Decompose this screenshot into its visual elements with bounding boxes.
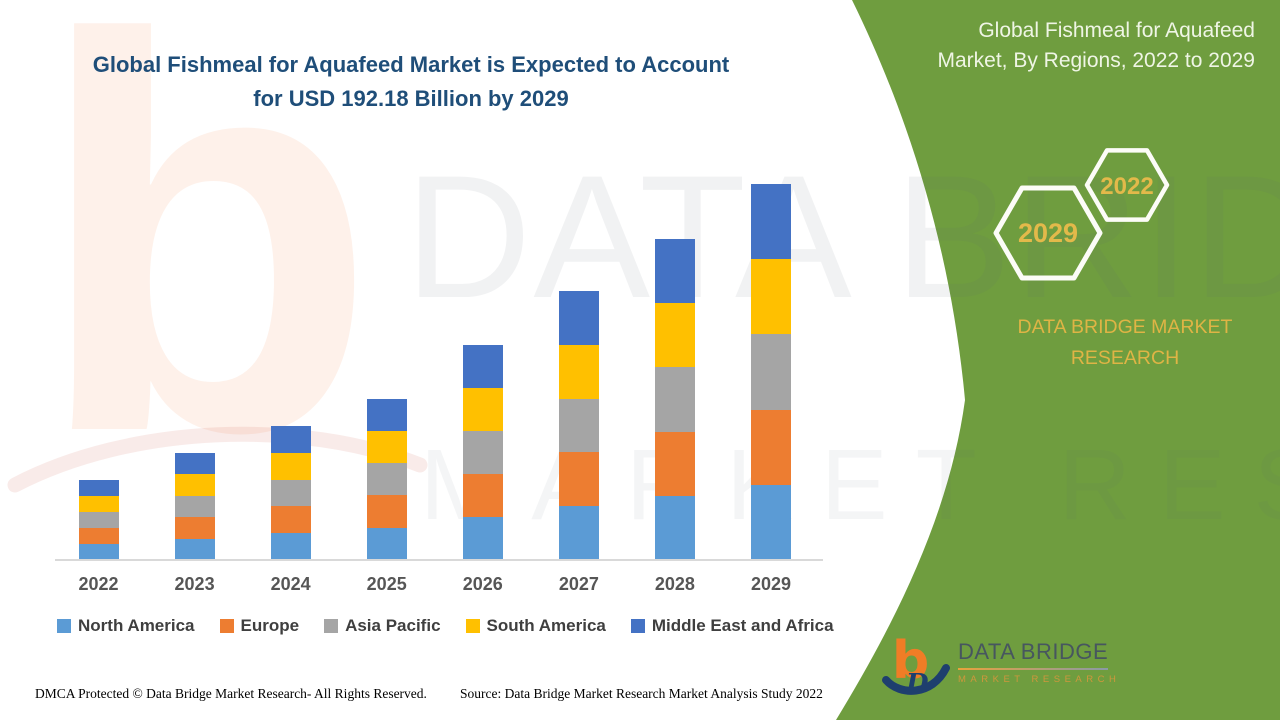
x-axis-label-2025: 2025 [366, 574, 407, 594]
x-axis-label-2024: 2024 [270, 574, 311, 594]
bar-segment-2029-south-america [750, 259, 791, 335]
legend-item-europe: Europe [219, 616, 300, 636]
bar-segment-2024-south-america [270, 452, 311, 480]
bar-segment-2026-south-america [462, 388, 503, 431]
bar-segment-2029-middle-east-and-africa [750, 184, 791, 260]
bar-2025 [366, 398, 407, 560]
bar-segment-2022-south-america [78, 496, 119, 512]
bar-segment-2029-europe [750, 409, 791, 485]
bar-segment-2024-europe [270, 506, 311, 534]
legend: North America Europe Asia Pacific South Ame… [57, 616, 834, 636]
bar-2027 [558, 291, 599, 560]
legend-label-south-america: South America [486, 616, 606, 635]
svg-text:b: b [892, 631, 929, 691]
legend-label-europe: Europe [240, 616, 300, 635]
legend-label-north-america: North America [78, 616, 195, 635]
x-axis-label-2028: 2028 [654, 574, 695, 594]
dbmr-logo-text: DATA BRIDGE MARKET RESEARCH [958, 639, 1120, 685]
bar-segment-2023-south-america [174, 474, 215, 496]
legend-swatch-europe [219, 619, 234, 633]
bar-segment-2022-europe [78, 528, 119, 544]
x-axis-label-2023: 2023 [174, 574, 215, 594]
bar-segment-2026-north-america [462, 517, 503, 560]
bar-segment-2023-asia-pacific [174, 495, 215, 517]
bar-2026 [462, 345, 503, 560]
bar-segment-2027-north-america [558, 506, 599, 560]
legend-swatch-asia-pacific [324, 619, 339, 633]
bar-segment-2026-europe [462, 474, 503, 517]
bar-segment-2024-asia-pacific [270, 479, 311, 507]
bar-2028 [654, 239, 695, 560]
x-axis-labels: 2022 2023 2024 2025 2026 2027 2028 2029 [0, 574, 845, 600]
bar-segment-2023-north-america [174, 538, 215, 560]
legend-swatch-south-america [465, 619, 480, 633]
bar-segment-2029-north-america [750, 484, 791, 560]
dbmr-logo-underline [958, 668, 1108, 670]
legend-label-asia-pacific: Asia Pacific [345, 616, 441, 635]
legend-swatch-north-america [57, 619, 71, 633]
chart-title: Global Fishmeal for Aquafeed Market is E… [55, 48, 767, 116]
bar-segment-2027-asia-pacific [558, 398, 599, 453]
x-axis-label-2026: 2026 [462, 574, 503, 594]
legend-label-middle-east-and-africa: Middle East and Africa [651, 616, 834, 635]
bar-segment-2028-south-america [654, 303, 695, 368]
bar-2022 [78, 480, 119, 560]
bar-segment-2025-north-america [366, 527, 407, 560]
hexagon-2029-label: 2029 [1018, 218, 1078, 248]
footer-dmca: DMCA Protected © Data Bridge Market Rese… [35, 686, 427, 701]
x-axis-line [55, 559, 823, 561]
bar-segment-2027-europe [558, 452, 599, 507]
bar-2029 [750, 184, 791, 560]
legend-item-middle-east-and-africa: Middle East and Africa [630, 616, 834, 636]
dbmr-logo-subtitle: MARKET RESEARCH [958, 674, 1121, 685]
dbmr-logo: b D DATA BRIDGE MARKET RESEARCH [882, 630, 1120, 700]
bar-segment-2027-middle-east-and-africa [558, 291, 599, 345]
svg-text:D: D [905, 669, 929, 699]
legend-swatch-middle-east-and-africa [630, 619, 645, 633]
bar-segment-2022-asia-pacific [78, 512, 119, 528]
footer-source: Source: Data Bridge Market Research Mark… [460, 686, 823, 701]
hexagon-2022-label: 2022 [1100, 173, 1153, 200]
bar-2024 [270, 426, 311, 560]
bar-segment-2025-europe [366, 495, 407, 528]
hexagon-2022-icon [1084, 148, 1170, 222]
legend-item-south-america: South America [465, 616, 606, 636]
bar-segment-2023-europe [174, 517, 215, 539]
bar-segment-2022-north-america [78, 544, 119, 560]
plot-area [78, 184, 791, 560]
bar-segment-2026-asia-pacific [462, 431, 503, 474]
bar-segment-2025-middle-east-and-africa [366, 398, 407, 431]
chart-title-line1: Global Fishmeal for Aquafeed Market is E… [92, 52, 730, 77]
bar-2023 [174, 452, 215, 560]
x-axis-label-2022: 2022 [78, 574, 119, 594]
bar-segment-2022-middle-east-and-africa [78, 480, 119, 496]
bar-segment-2028-europe [654, 431, 695, 496]
bar-segment-2025-asia-pacific [366, 463, 407, 496]
panel-heading: Global Fishmeal for Aquafeed Market, By … [937, 19, 1255, 72]
chart-title-line2: for USD 192.18 Billion by 2029 [253, 86, 569, 111]
dbmr-logo-title: DATA BRIDGE [958, 639, 1109, 664]
legend-item-asia-pacific: Asia Pacific [324, 616, 441, 636]
bar-segment-2027-south-america [558, 344, 599, 399]
bar-segment-2029-asia-pacific [750, 334, 791, 410]
hexagon-badges: 2029 2022 [993, 148, 1170, 281]
x-axis-label-2029: 2029 [750, 574, 791, 594]
bar-segment-2024-middle-east-and-africa [270, 426, 311, 453]
panel-brand-text: DATA BRIDGE MARKET RESEARCH [1017, 316, 1233, 369]
bar-segment-2025-south-america [366, 430, 407, 464]
hexagon-2029-icon [993, 185, 1103, 281]
bar-segment-2028-north-america [654, 495, 695, 560]
bar-segment-2028-asia-pacific [654, 367, 695, 432]
x-axis-label-2027: 2027 [558, 574, 599, 594]
dbmr-logo-icon: b D [882, 631, 950, 699]
bar-segment-2028-middle-east-and-africa [654, 239, 695, 304]
bar-segment-2024-north-america [270, 533, 311, 560]
bar-segment-2023-middle-east-and-africa [174, 452, 215, 474]
legend-item-north-america: North America [57, 616, 195, 636]
bar-segment-2026-middle-east-and-africa [462, 345, 503, 388]
green-panel-shape [836, 0, 1280, 720]
